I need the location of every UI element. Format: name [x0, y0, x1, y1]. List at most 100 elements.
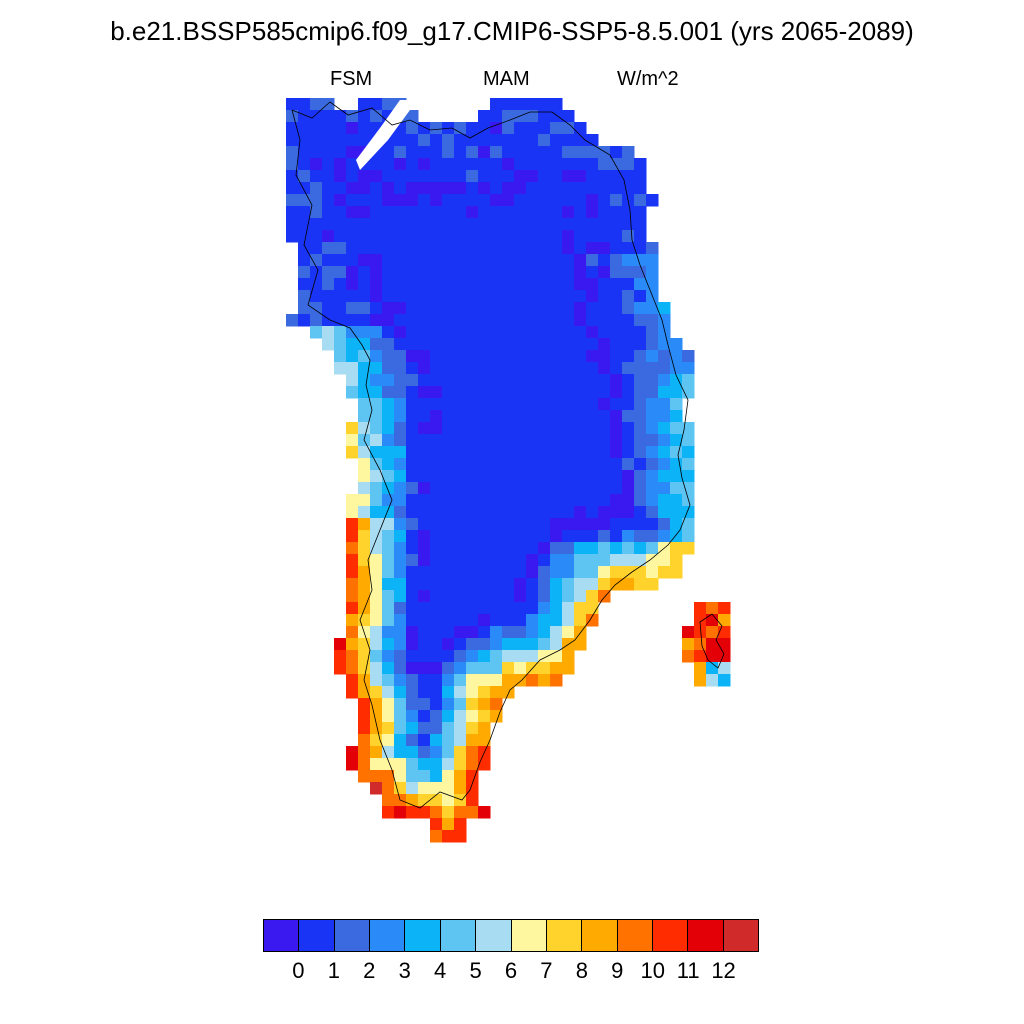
map-cell — [286, 194, 299, 207]
map-cell — [394, 542, 407, 555]
map-cell — [478, 758, 491, 771]
map-cell — [538, 218, 551, 231]
map-cell — [358, 290, 371, 303]
map-cell — [466, 590, 479, 603]
map-cell — [394, 770, 407, 783]
map-cell — [478, 590, 491, 603]
map-cell — [502, 374, 515, 387]
map-cell — [502, 230, 515, 243]
map-cell — [574, 494, 587, 507]
map-cell — [418, 254, 431, 267]
map-cell — [454, 542, 467, 555]
map-cell — [514, 482, 527, 495]
map-cell — [418, 278, 431, 291]
map-cell — [574, 386, 587, 399]
map-cell — [562, 446, 575, 459]
map-cell — [598, 542, 611, 555]
map-cell — [406, 674, 419, 687]
map-cell — [418, 374, 431, 387]
map-cell — [286, 146, 299, 159]
map-cell — [514, 542, 527, 555]
map-cell — [658, 326, 671, 339]
map-cell — [634, 494, 647, 507]
map-cell — [634, 182, 647, 195]
map-cell — [538, 302, 551, 315]
map-cell — [418, 218, 431, 231]
map-cell — [442, 686, 455, 699]
map-cell — [370, 434, 383, 447]
map-cell — [550, 206, 563, 219]
map-cell — [478, 806, 491, 819]
map-cell — [502, 482, 515, 495]
map-cell — [382, 590, 395, 603]
map-cell — [538, 446, 551, 459]
map-cell — [358, 698, 371, 711]
colorbar-swatch — [476, 920, 512, 951]
map-cell — [526, 602, 539, 615]
map-cell — [574, 158, 587, 171]
map-cell — [610, 422, 623, 435]
map-cell — [466, 710, 479, 723]
map-cell — [478, 506, 491, 519]
map-cell — [514, 374, 527, 387]
map-cell — [418, 518, 431, 531]
map-cell — [322, 254, 335, 267]
map-cell — [418, 458, 431, 471]
map-cell — [574, 410, 587, 423]
colorbar-label: 3 — [398, 958, 411, 983]
map-cell — [478, 722, 491, 735]
map-cell — [562, 278, 575, 291]
map-cell — [442, 458, 455, 471]
map-cell — [490, 710, 503, 723]
map-cell — [670, 470, 683, 483]
map-cell — [406, 326, 419, 339]
map-cell — [610, 206, 623, 219]
map-cell — [382, 794, 395, 807]
map-cell — [478, 710, 491, 723]
map-cell — [430, 314, 443, 327]
map-cell — [334, 326, 347, 339]
map-cell — [634, 218, 647, 231]
map-cell — [418, 446, 431, 459]
map-cell — [634, 374, 647, 387]
colorbar-swatch — [688, 920, 724, 951]
map-cell — [562, 242, 575, 255]
map-cell — [634, 458, 647, 471]
map-cell — [610, 434, 623, 447]
map-cell — [406, 638, 419, 651]
map-cell — [526, 674, 539, 687]
map-cell — [694, 662, 707, 675]
map-cell — [418, 170, 431, 183]
map-cell — [382, 146, 395, 159]
map-cell — [382, 326, 395, 339]
map-cell — [346, 530, 359, 543]
map-cell — [358, 770, 371, 783]
map-cell — [442, 386, 455, 399]
map-cell — [346, 254, 359, 267]
map-cell — [670, 410, 683, 423]
map-cell — [574, 326, 587, 339]
map-cell — [538, 386, 551, 399]
map-cell — [478, 302, 491, 315]
map-cell — [550, 554, 563, 567]
map-cell — [574, 122, 587, 135]
map-cell — [526, 614, 539, 627]
map-cell — [514, 146, 527, 159]
map-cell — [298, 302, 311, 315]
map-cell — [634, 314, 647, 327]
map-cell — [634, 338, 647, 351]
map-cell — [406, 206, 419, 219]
map-cell — [514, 362, 527, 375]
map-cell — [406, 746, 419, 759]
map-cell — [430, 230, 443, 243]
map-cell — [370, 770, 383, 783]
map-cell — [466, 254, 479, 267]
map-cell — [454, 590, 467, 603]
map-cell — [706, 626, 719, 639]
map-cell — [406, 470, 419, 483]
map-cell — [382, 494, 395, 507]
map-cell — [514, 386, 527, 399]
map-cell — [418, 470, 431, 483]
map-cell — [430, 590, 443, 603]
map-cell — [370, 626, 383, 639]
